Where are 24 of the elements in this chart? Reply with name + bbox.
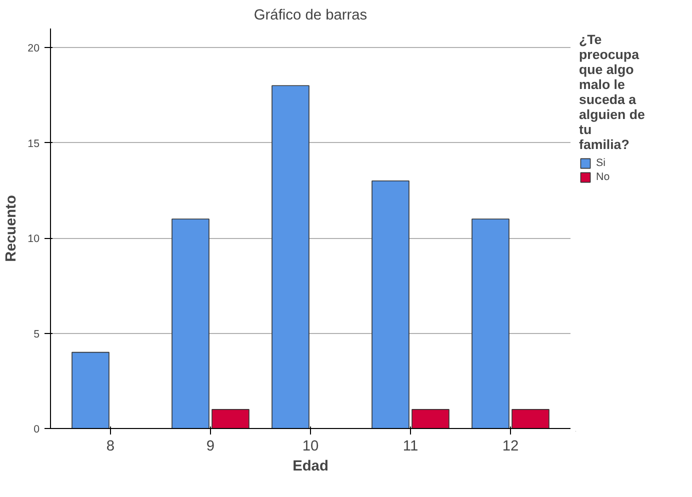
x-tick-label: 8: [106, 438, 115, 454]
bar: [72, 352, 110, 428]
legend-label: No: [596, 171, 611, 183]
bar: [172, 218, 210, 428]
bar: [212, 409, 250, 428]
x-tick-label: 12: [502, 438, 519, 454]
y-axis-title: Recuento: [4, 195, 20, 262]
legend-label: Si: [596, 157, 606, 169]
bar: [512, 409, 550, 428]
bar: [412, 409, 450, 428]
x-tick-label: 10: [302, 438, 319, 454]
y-tick-label: 20: [28, 42, 40, 55]
bar: [372, 180, 410, 428]
legend-title: ¿Te preocupa que algo malo le suceda a alguien de tu familia?: [579, 32, 645, 152]
y-tick-label: 0: [34, 424, 40, 436]
y-tick-label: 10: [28, 233, 40, 246]
chart-title: Gráfico de barras: [254, 8, 368, 24]
x-axis-title: Edad: [292, 458, 328, 474]
y-tick-label: 15: [28, 138, 40, 150]
y-tick-label: 5: [34, 328, 40, 340]
bar: [472, 218, 510, 428]
x-tick-label: 11: [402, 438, 418, 454]
x-tick-label: 9: [206, 438, 215, 454]
bar: [272, 85, 310, 428]
